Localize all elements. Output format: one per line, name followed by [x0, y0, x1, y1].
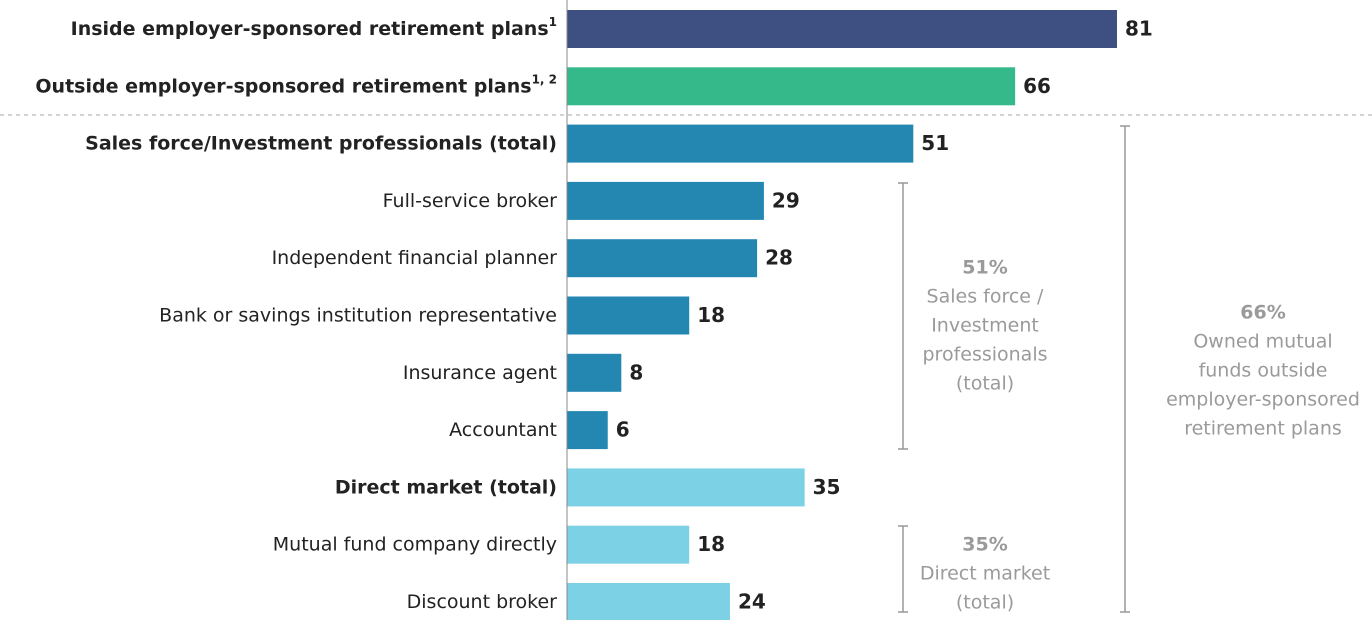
- category-text: Full-service broker: [383, 189, 558, 211]
- value-label: 66: [1023, 74, 1051, 98]
- annotation-line: (total): [956, 592, 1014, 614]
- category-label: Accountant: [449, 419, 557, 441]
- value-label: 81: [1125, 17, 1153, 41]
- value-label: 18: [697, 532, 725, 556]
- bar: [567, 525, 690, 564]
- category-text: Sales force/Investment professionals (to…: [85, 132, 557, 154]
- category-label: Full-service broker: [383, 189, 558, 211]
- bar: [567, 411, 608, 450]
- value-label: 29: [772, 188, 800, 212]
- category-label: Insurance agent: [403, 361, 557, 383]
- annotation-line: Owned mutual: [1193, 331, 1332, 353]
- annotation-line: Sales force /: [927, 286, 1044, 308]
- value-label: 6: [616, 418, 630, 442]
- value-label: 24: [738, 590, 766, 614]
- category-text: Independent financial planner: [272, 247, 558, 269]
- bar: [567, 181, 764, 220]
- bar: [567, 468, 805, 507]
- annotation-line: professionals: [922, 344, 1047, 366]
- annotation-line: Investment: [931, 315, 1039, 337]
- category-label: Bank or savings institution representati…: [159, 304, 557, 326]
- annotation-title: 66%: [1240, 302, 1285, 324]
- category-label: Sales force/Investment professionals (to…: [85, 132, 557, 154]
- category-label: Discount broker: [407, 591, 558, 613]
- category-text: Discount broker: [407, 591, 558, 613]
- category-text: Inside employer-sponsored retirement pla…: [71, 18, 549, 40]
- annotation-line: (total): [956, 373, 1014, 395]
- category-text: Outside employer-sponsored retirement pl…: [35, 75, 531, 97]
- category-label: Independent financial planner: [272, 247, 558, 269]
- category-text: Bank or savings institution representati…: [159, 304, 557, 326]
- annotation-line: funds outside: [1199, 360, 1328, 382]
- bracket: [1120, 125, 1130, 613]
- value-label: 51: [921, 131, 949, 155]
- bar: [567, 296, 690, 335]
- annotation-line: Direct market: [920, 563, 1050, 585]
- category-text: Mutual fund company directly: [273, 533, 557, 555]
- category-text: Insurance agent: [403, 361, 557, 383]
- category-text: Direct market (total): [335, 476, 557, 498]
- value-label: 28: [765, 246, 793, 270]
- value-label: 8: [629, 360, 643, 384]
- value-label: 18: [697, 303, 725, 327]
- value-label: 35: [813, 475, 841, 499]
- annotation-line: retirement plans: [1184, 418, 1342, 440]
- bar: [567, 124, 914, 163]
- bracket: [898, 182, 908, 450]
- category-label: Inside employer-sponsored retirement pla…: [71, 15, 557, 40]
- category-label: Outside employer-sponsored retirement pl…: [35, 72, 557, 97]
- bracket: [898, 525, 908, 613]
- bar: [567, 353, 622, 392]
- category-label: Direct market (total): [335, 476, 557, 498]
- footnote: 1, 2: [532, 72, 557, 86]
- bar: [567, 10, 1117, 48]
- footnote: 1: [549, 15, 557, 29]
- annotation-line: employer-sponsored: [1166, 389, 1360, 411]
- category-label: Mutual fund company directly: [273, 533, 557, 555]
- bar: [567, 67, 1016, 106]
- bar: [567, 583, 730, 620]
- bar: [567, 239, 758, 278]
- annotation-title: 35%: [962, 534, 1007, 556]
- annotation-title: 51%: [962, 257, 1007, 279]
- category-text: Accountant: [449, 419, 557, 441]
